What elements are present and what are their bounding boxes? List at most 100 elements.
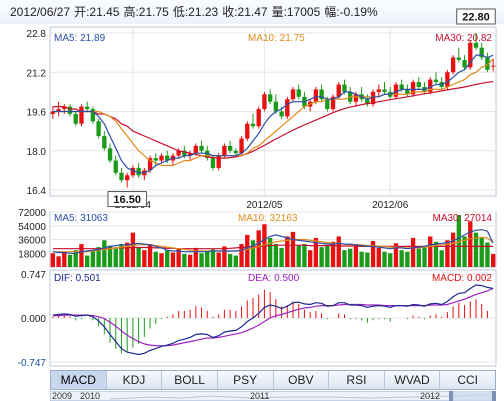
tab-obv[interactable]: OBV	[274, 371, 330, 389]
navigator-handle-right[interactable]	[492, 391, 496, 401]
candle-body	[56, 109, 61, 112]
volume-bar	[165, 250, 170, 267]
candle-body	[245, 123, 250, 139]
candle-body	[370, 91, 376, 105]
volume-bar	[245, 234, 250, 267]
candle-body	[405, 89, 410, 95]
ma10-line	[52, 58, 494, 167]
stock-chart[interactable]: 22.821.219.618.016.42012/042012/052012/0…	[0, 0, 504, 370]
volume-bar	[376, 247, 381, 267]
candle-body	[239, 138, 244, 154]
volume-bar	[365, 252, 370, 267]
volume-bar	[416, 248, 421, 267]
volume-bar	[267, 237, 273, 267]
volume-bar	[302, 244, 307, 267]
candle-body	[450, 57, 456, 73]
volume-bar	[136, 247, 141, 267]
volume-bar	[130, 232, 136, 267]
price-annotation-label: 16.50	[113, 194, 141, 206]
volume-bar	[159, 253, 164, 267]
candle-body	[273, 101, 279, 112]
volume-ma10-line	[52, 236, 494, 253]
tab-wvad[interactable]: WVAD	[385, 371, 441, 389]
volume-bar	[107, 245, 113, 267]
candle-body	[399, 84, 404, 90]
volume-bar	[348, 248, 353, 267]
candle-body	[182, 150, 187, 156]
volume-bar	[102, 240, 107, 267]
volume-bar	[462, 236, 467, 267]
candle-body	[205, 150, 210, 159]
candle-body	[462, 59, 467, 68]
volume-bar	[176, 248, 181, 267]
macd-y-tick-label: 0.747	[21, 270, 46, 281]
candle-body	[159, 155, 164, 161]
tab-boll[interactable]: BOLL	[162, 371, 218, 389]
quote-header: 2012/06/27 开:21.45 高:21.75 低:21.23 收:21.47 量:…	[0, 0, 504, 24]
quote-low: 低:21.23	[172, 5, 219, 19]
candle-body	[62, 106, 67, 110]
volume-bar	[296, 245, 301, 267]
candle-body	[473, 42, 479, 48]
candle-body	[107, 148, 113, 161]
volume-bar	[50, 253, 56, 267]
macd-legend-dif: DIF: 0.501	[54, 273, 101, 284]
navigator-track	[50, 391, 496, 401]
tab-cci[interactable]: CCI	[457, 373, 479, 387]
candle-body	[102, 136, 107, 149]
volume-bar	[336, 236, 341, 267]
candle-body	[90, 109, 96, 122]
volume-bar	[222, 246, 227, 267]
volume-bar	[428, 236, 433, 267]
volume-bar	[485, 242, 490, 267]
navigator-year-2010: 2010	[80, 391, 100, 401]
price-y-tick-label: 21.2	[27, 68, 47, 79]
candle-body	[490, 65, 496, 67]
tab-macd[interactable]: MACD	[51, 371, 107, 389]
volume-bar	[216, 252, 221, 267]
volume-bar	[422, 247, 427, 267]
price-y-tick-label: 16.4	[27, 186, 47, 197]
volume-bar	[456, 215, 462, 267]
candle-body	[279, 111, 284, 117]
volume-y-tick-label: 36000	[18, 236, 46, 247]
navigator-selection[interactable]	[450, 391, 496, 401]
tab-rsi[interactable]: RSI	[329, 371, 385, 389]
legend-ma5: MA5: 21.89	[54, 33, 106, 44]
volume-bar	[313, 237, 319, 267]
tab-kdj[interactable]: KDJ	[107, 371, 163, 389]
price-y-tick-label: 18.0	[27, 147, 47, 158]
volume-bar	[67, 254, 73, 267]
candle-body	[136, 167, 141, 176]
price-annotation-box	[107, 191, 147, 208]
candle-body	[313, 89, 319, 102]
candle-body	[165, 155, 170, 161]
candle-body	[433, 79, 439, 83]
candle-body	[216, 155, 221, 168]
volume-bar	[285, 236, 290, 267]
ma30-line	[52, 81, 494, 159]
volume-bar	[445, 240, 450, 267]
candle-body	[353, 94, 359, 102]
quote-change: 幅:-0.19%	[324, 5, 378, 19]
volume-bar	[96, 247, 101, 267]
price-annotation-box	[456, 8, 496, 25]
navigator-handle-left[interactable]	[449, 391, 453, 401]
volume-y-tick-label: 72000	[18, 208, 46, 219]
macd-legend-macd: MACD: 0.002	[432, 273, 492, 284]
candle-body	[410, 82, 416, 95]
volume-bar	[490, 254, 496, 267]
volume-bar	[239, 244, 244, 267]
navigator-year-2011: 2011	[250, 391, 269, 401]
ma5-line	[52, 54, 494, 174]
tab-psy[interactable]: PSY	[218, 371, 274, 389]
legend-ma30: MA30: 20.82	[435, 33, 492, 44]
timeline-navigator[interactable]: 2009 2010 2011 2012	[50, 391, 496, 401]
price-y-tick-label: 22.8	[27, 29, 47, 40]
candle-body	[296, 89, 301, 97]
macd-y-tick-label: 0.000	[21, 314, 46, 325]
candle-body	[199, 145, 204, 151]
indicator-tab-bar: MACD KDJ BOLL PSY OBV RSI WVAD CCI	[50, 370, 496, 390]
candle-body	[456, 57, 462, 60]
volume-bar	[73, 250, 78, 267]
